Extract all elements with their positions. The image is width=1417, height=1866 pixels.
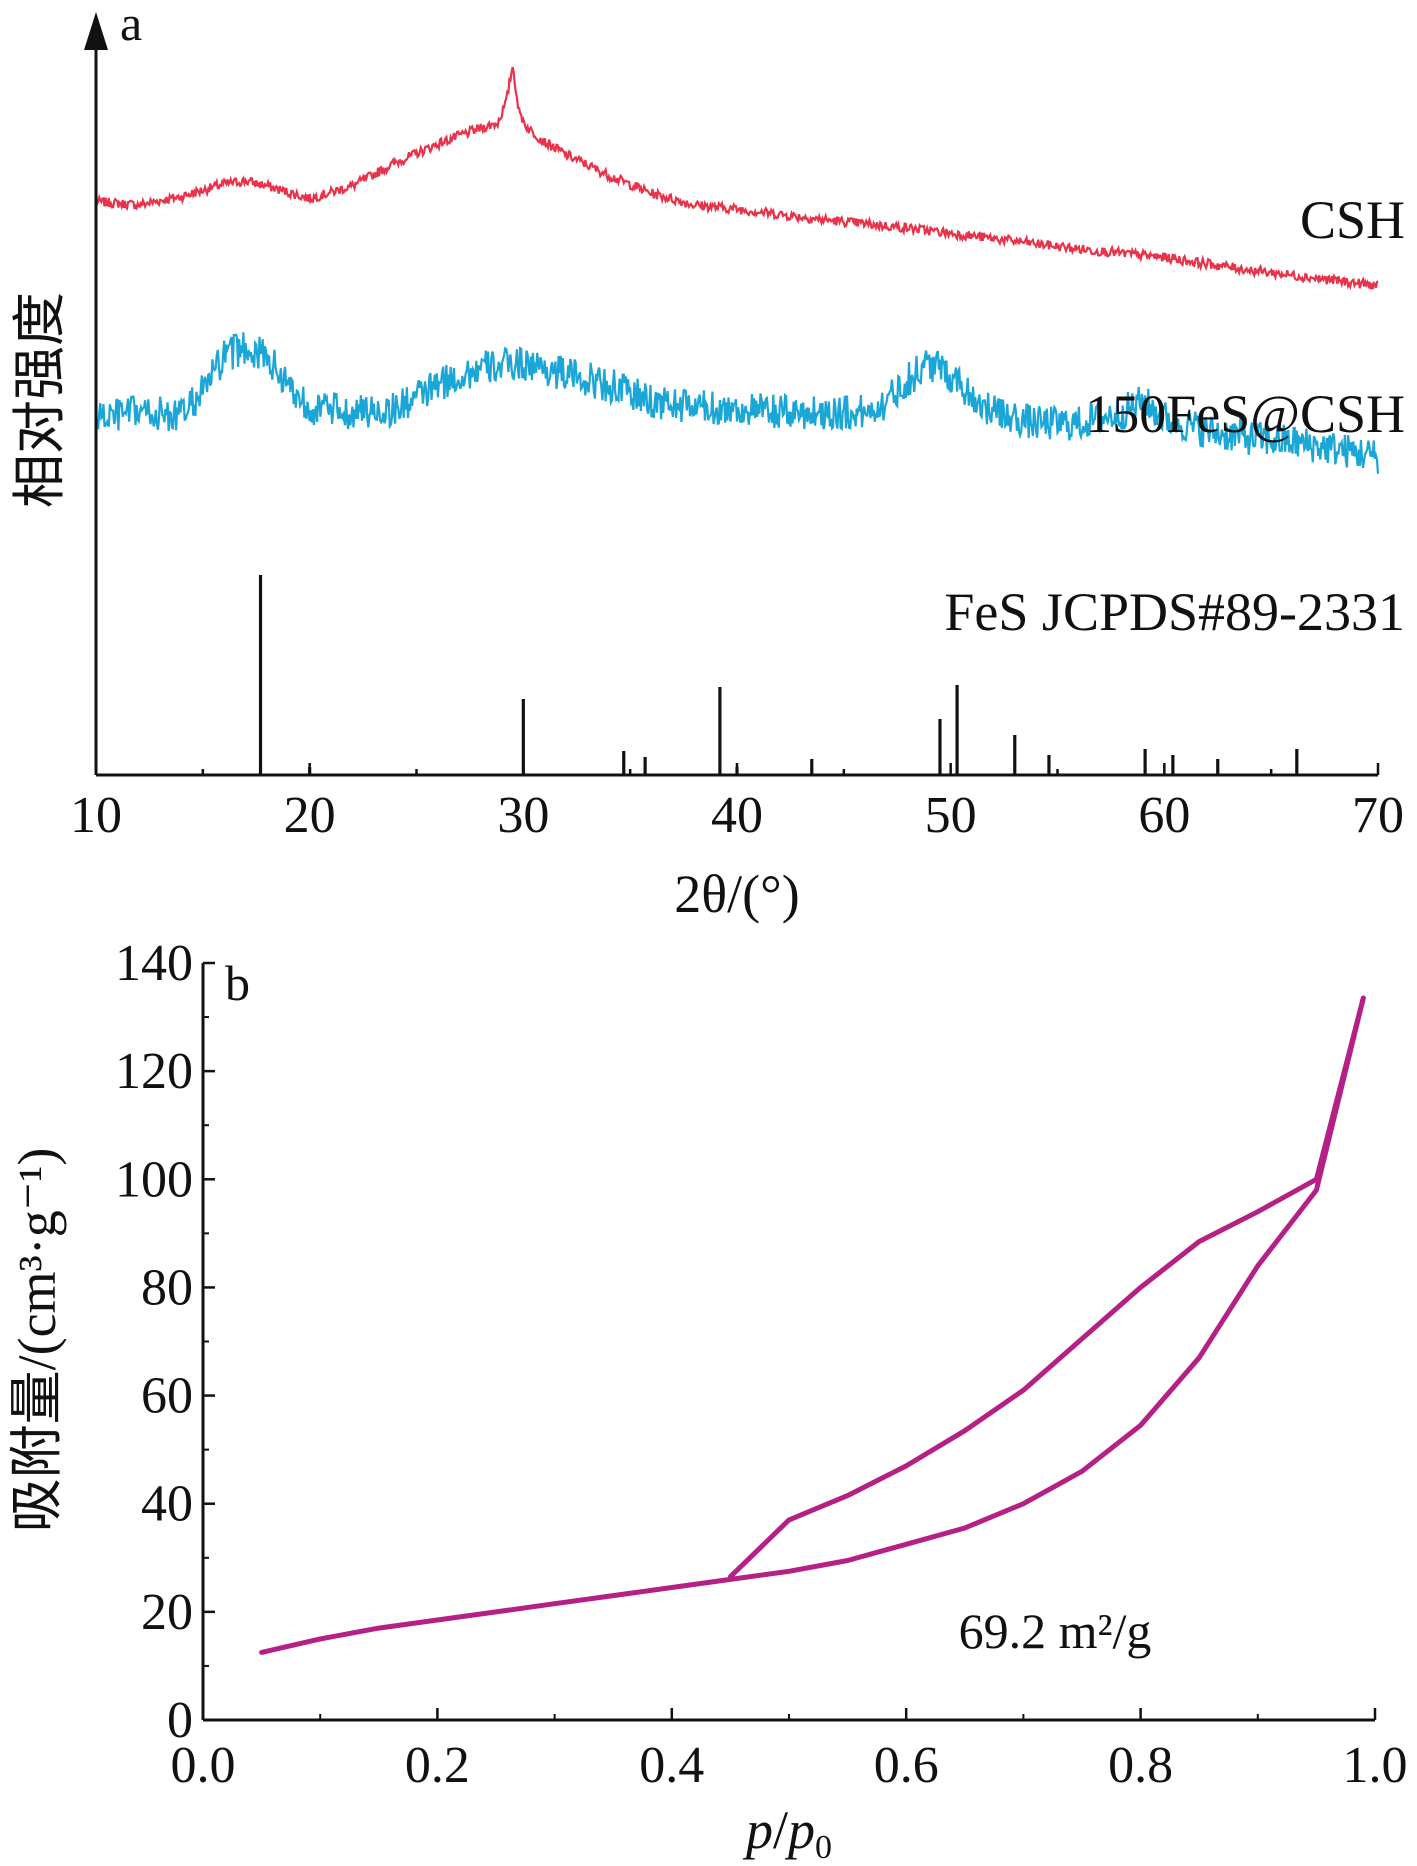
- panel-b-label: b: [225, 955, 250, 1011]
- isotherm-y-tick-label: 140: [115, 935, 193, 992]
- x-label-p: p: [742, 1800, 773, 1860]
- isotherm-y-tick-label: 20: [141, 1584, 193, 1641]
- isotherm-y-tick-label: 40: [141, 1476, 193, 1533]
- xrd-y-axis-label: 相对强度: [10, 292, 70, 508]
- isotherm-y-tick-label: 60: [141, 1368, 193, 1425]
- xrd-line-csh: [94, 66, 1379, 291]
- isotherm-series-group: [259, 995, 1366, 1655]
- panel-a-label: a: [120, 0, 142, 51]
- isotherm-x-tick-label: 0.0: [171, 1737, 236, 1794]
- desorption-branch: [727, 995, 1366, 1580]
- adsorption-branch: [259, 995, 1366, 1655]
- isotherm-x-tick-label: 0.4: [639, 1737, 704, 1794]
- surface-area-annotation: 69.2 m²/g: [959, 1603, 1152, 1659]
- isotherm-x-axis-label: p/p0: [742, 1800, 832, 1866]
- isotherm-y-tick-label: 120: [115, 1043, 193, 1100]
- x-label-slash: /: [773, 1800, 788, 1860]
- isotherm-y-tick-label: 100: [115, 1151, 193, 1208]
- y-axis-arrow-icon: [84, 12, 108, 50]
- xrd-x-tick-label: 60: [1138, 787, 1190, 844]
- x-label-subscript: 0: [815, 1829, 832, 1866]
- xrd-x-tick-label: 10: [70, 787, 122, 844]
- series-label-csh: CSH: [1300, 190, 1405, 250]
- xrd-x-axis-label: 2θ/(°): [674, 864, 799, 924]
- isotherm-x-tick-label: 0.8: [1108, 1737, 1173, 1794]
- isotherm-x-tick-label: 0.6: [874, 1737, 939, 1794]
- xrd-x-tick-label: 50: [925, 787, 977, 844]
- isotherm-x-tick-label: 1.0: [1343, 1737, 1408, 1794]
- isotherm-y-axis-label: 吸附量/(cm³·g⁻¹): [7, 1148, 67, 1533]
- isotherm-axes: [201, 963, 1375, 1722]
- isotherm-y-ticks: 0 20 40 60 80 100 120 140: [115, 935, 215, 1749]
- xrd-series-group: [94, 66, 1380, 474]
- xrd-x-tick-label: 20: [284, 787, 336, 844]
- isotherm-x-ticks: 0.0 0.2 0.4 0.6 0.8 1.0: [171, 1708, 1408, 1794]
- xrd-x-tick-label: 70: [1352, 787, 1404, 844]
- xrd-x-tick-label: 30: [497, 787, 549, 844]
- xrd-chart: 10 20 30 40 50 60 70 a 相对强度 2θ/(°) CSH 150FeS@…: [10, 0, 1405, 924]
- isotherm-x-tick-label: 0.2: [405, 1737, 470, 1794]
- xrd-x-tick-label: 40: [711, 787, 763, 844]
- xrd-x-ticks: 10 20 30 40 50 60 70: [70, 763, 1404, 844]
- xrd-line-150fes-csh: [94, 332, 1380, 474]
- series-label-150fes-csh: 150FeS@CSH: [1085, 384, 1405, 444]
- series-label-fes-reference: FeS JCPDS#89-2331: [944, 582, 1405, 642]
- reference-sticks-group: [258, 575, 1299, 775]
- isotherm-y-tick-label: 80: [141, 1259, 193, 1316]
- x-label-p-italic: p: [784, 1800, 815, 1860]
- isotherm-y-tick-label: 0: [167, 1692, 193, 1749]
